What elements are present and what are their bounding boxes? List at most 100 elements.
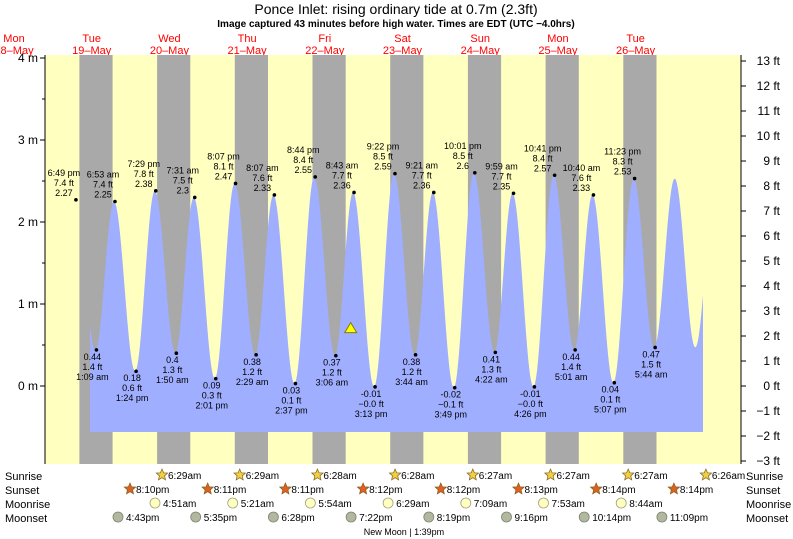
high-tide-m: 2.33 xyxy=(254,183,272,193)
low-tide-time: 5:01 am xyxy=(555,372,588,382)
left-tick-label: 2 m xyxy=(18,215,38,229)
sunset-icon xyxy=(201,482,215,495)
low-tide-time: 4:22 am xyxy=(475,374,508,384)
moonset-icon xyxy=(656,511,668,523)
moonset-icon xyxy=(423,511,435,523)
day-name: Tue xyxy=(82,33,101,45)
high-tide-m: 2.59 xyxy=(374,162,392,172)
high-tide-point xyxy=(272,193,277,197)
high-tide-ft: 7.6 ft xyxy=(571,173,592,183)
new-moon-note: New Moon | 1:39pm xyxy=(364,527,444,537)
sunrise-time: 6:27am xyxy=(479,471,512,482)
high-tide-time: 6:53 am xyxy=(87,170,120,180)
low-tide-time: 3:13 pm xyxy=(355,409,388,419)
low-tide-time: 5:44 am xyxy=(635,369,668,379)
low-tide-ft: 1.4 ft xyxy=(561,362,582,372)
moonset-time: 5:35pm xyxy=(204,513,237,524)
low-tide-time: 1:09 am xyxy=(76,372,109,382)
low-tide-ft: 1.4 ft xyxy=(82,362,103,372)
high-tide-time: 8:07 am xyxy=(246,163,279,173)
sunset-row-label-left: Sunset xyxy=(5,485,39,497)
moonrise-row-label-left: Moonrise xyxy=(5,499,50,511)
high-tide-point xyxy=(153,189,158,193)
day-date: 18–May xyxy=(0,45,34,57)
low-tide-time: 1:24 pm xyxy=(116,393,149,403)
moonset-row-label-right: Moonset xyxy=(746,513,788,525)
low-tide-point xyxy=(254,353,258,357)
sunrise-time: 6:29am xyxy=(246,471,279,482)
sunset-time: 8:12pm xyxy=(369,485,402,496)
low-tide-point xyxy=(134,369,138,374)
sunset-icon xyxy=(667,482,681,495)
right-tick-label: 0 ft xyxy=(763,379,780,393)
right-tick-label: 11 ft xyxy=(758,104,781,118)
right-tick-label: −1 ft xyxy=(756,404,780,418)
day-name: Sun xyxy=(470,33,490,45)
low-tide-point xyxy=(94,348,99,352)
moonrise-time: 7:53am xyxy=(552,499,585,510)
moonset-icon xyxy=(578,511,590,523)
low-tide-time: 3:49 pm xyxy=(434,410,467,420)
moonrise-time: 5:54am xyxy=(318,499,351,510)
high-tide-m: 2.36 xyxy=(333,180,351,190)
high-tide-ft: 7.7 ft xyxy=(412,170,433,180)
right-tick-label: 12 ft xyxy=(757,79,781,93)
high-tide-m: 2.36 xyxy=(413,180,431,190)
high-tide-m: 2.47 xyxy=(215,171,233,181)
high-tide-ft: 8.5 ft xyxy=(373,152,394,162)
low-tide-ft: 0.6 ft xyxy=(122,383,143,393)
high-tide-ft: 8.3 ft xyxy=(613,157,634,167)
high-tide-time: 8:44 pm xyxy=(287,145,320,155)
sunrise-icon xyxy=(466,468,480,481)
high-tide-point xyxy=(472,171,477,175)
high-tide-ft: 7.5 ft xyxy=(173,175,194,185)
moonrise-time: 6:29am xyxy=(396,499,429,510)
moonset-time: 9:16pm xyxy=(515,513,548,524)
moonrise-row-label-right: Moonrise xyxy=(746,499,791,511)
low-tide-m: 0.44 xyxy=(84,352,102,362)
high-tide-m: 2.57 xyxy=(534,163,552,173)
sunrise-time: 6:29am xyxy=(168,471,201,482)
moonset-time: 6:28pm xyxy=(281,513,314,524)
low-tide-point xyxy=(452,385,457,390)
sunset-icon xyxy=(511,482,526,495)
day-name: Wed xyxy=(158,33,180,45)
sunset-row-label-right: Sunset xyxy=(746,485,780,497)
sunrise-time: 6:27am xyxy=(634,471,667,482)
sunrise-time: 6:28am xyxy=(401,471,434,482)
chart-subtitle: Image captured 43 minutes before high wa… xyxy=(217,19,574,30)
low-tide-m: 0.04 xyxy=(602,385,620,395)
high-tide-time: 9:59 am xyxy=(485,161,518,171)
right-tick-label: 8 ft xyxy=(763,179,780,193)
low-tide-point xyxy=(612,380,617,385)
high-tide-time: 7:29 pm xyxy=(128,159,161,169)
day-name: Fri xyxy=(318,33,331,45)
sunrise-icon xyxy=(155,468,169,481)
current-level-marker xyxy=(343,321,358,334)
high-tide-time: 9:21 am xyxy=(406,160,439,170)
low-tide-ft: 0.1 ft xyxy=(281,396,302,406)
low-tide-ft: −0.1 ft xyxy=(438,400,464,410)
high-tide-m: 2.27 xyxy=(55,188,73,198)
moonset-icon xyxy=(345,511,357,523)
moonset-time: 11:09pm xyxy=(670,513,708,524)
high-tide-m: 2.33 xyxy=(573,183,591,193)
high-tide-ft: 7.7 ft xyxy=(332,170,353,180)
sunrise-icon xyxy=(310,468,324,481)
moonrise-time: 5:21am xyxy=(241,499,274,510)
moonset-time: 4:43pm xyxy=(126,513,159,524)
low-tide-m: 0.41 xyxy=(483,354,501,364)
high-tide-time: 11:23 pm xyxy=(604,147,641,157)
day-date: 22–May xyxy=(305,45,345,57)
high-tide-point xyxy=(113,199,117,204)
moonset-time: 10:14pm xyxy=(592,513,631,524)
left-tick-label: 0 m xyxy=(18,379,38,393)
sunrise-icon xyxy=(543,468,558,481)
day-date: 24–May xyxy=(461,45,501,57)
low-tide-point xyxy=(334,353,338,358)
low-tide-m: 0.44 xyxy=(562,352,580,362)
low-tide-ft: 0.3 ft xyxy=(202,391,223,401)
low-tide-point xyxy=(493,350,498,355)
low-tide-ft: 1.5 ft xyxy=(641,359,662,369)
